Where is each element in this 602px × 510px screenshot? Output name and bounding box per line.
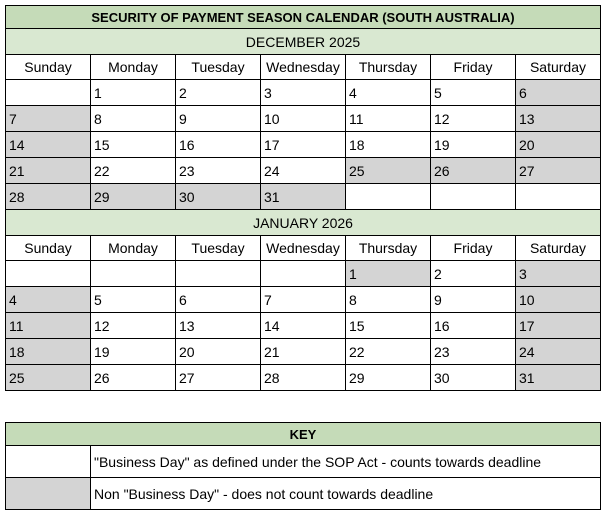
day-cell: 7 <box>260 286 346 313</box>
day-cell: 4 <box>345 79 431 106</box>
day-cell <box>5 79 91 106</box>
day-cell: 27 <box>175 364 261 391</box>
day-cell <box>430 183 516 210</box>
day-cell: 6 <box>515 79 601 106</box>
day-cell: 11 <box>5 312 91 339</box>
day-cell: 17 <box>515 312 601 339</box>
day-cell: 26 <box>430 157 516 184</box>
day-cell: 7 <box>5 105 91 132</box>
day-cell: 8 <box>90 105 176 132</box>
day-cell: 20 <box>515 131 601 158</box>
day-cell: 2 <box>175 79 261 106</box>
day-cell: 16 <box>175 131 261 158</box>
key-swatch <box>5 445 91 478</box>
day-cell <box>5 260 91 287</box>
day-cell: 24 <box>515 338 601 365</box>
day-cell: 31 <box>260 183 346 210</box>
key-text: "Business Day" as defined under the SOP … <box>90 445 601 478</box>
day-cell: 10 <box>260 105 346 132</box>
day-cell: 18 <box>5 338 91 365</box>
day-cell: 1 <box>345 260 431 287</box>
day-cell: 23 <box>175 157 261 184</box>
day-cell: 2 <box>430 260 516 287</box>
day-cell: 12 <box>90 312 176 339</box>
weekday-header: Sunday <box>5 235 91 261</box>
day-cell: 22 <box>90 157 176 184</box>
day-cell: 21 <box>5 157 91 184</box>
day-cell: 8 <box>345 286 431 313</box>
key-text: Non "Business Day" - does not count towa… <box>90 477 601 510</box>
weekday-header: Saturday <box>515 235 601 261</box>
day-cell: 20 <box>175 338 261 365</box>
day-cell: 25 <box>345 157 431 184</box>
day-cell: 6 <box>175 286 261 313</box>
weekday-header: Sunday <box>5 54 91 80</box>
day-cell: 14 <box>260 312 346 339</box>
calendar-title: SECURITY OF PAYMENT SEASON CALENDAR (SOU… <box>5 5 601 29</box>
weekday-header: Wednesday <box>260 235 346 261</box>
weekday-header: Friday <box>430 54 516 80</box>
day-cell: 30 <box>175 183 261 210</box>
weekday-header: Monday <box>90 54 176 80</box>
weekday-header: Friday <box>430 235 516 261</box>
day-cell: 29 <box>345 364 431 391</box>
day-cell: 15 <box>90 131 176 158</box>
day-cell: 12 <box>430 105 516 132</box>
day-cell: 19 <box>90 338 176 365</box>
day-cell: 25 <box>5 364 91 391</box>
weekday-header: Saturday <box>515 54 601 80</box>
weekday-header: Monday <box>90 235 176 261</box>
day-cell: 26 <box>90 364 176 391</box>
day-cell: 23 <box>430 338 516 365</box>
day-cell: 18 <box>345 131 431 158</box>
day-cell: 31 <box>515 364 601 391</box>
day-cell: 1 <box>90 79 176 106</box>
day-cell <box>515 183 601 210</box>
day-cell: 13 <box>175 312 261 339</box>
weekday-header: Wednesday <box>260 54 346 80</box>
day-cell: 22 <box>345 338 431 365</box>
day-cell: 13 <box>515 105 601 132</box>
day-cell: 16 <box>430 312 516 339</box>
day-cell: 15 <box>345 312 431 339</box>
day-cell: 11 <box>345 105 431 132</box>
day-cell: 3 <box>515 260 601 287</box>
day-cell: 10 <box>515 286 601 313</box>
day-cell: 9 <box>430 286 516 313</box>
day-cell: 9 <box>175 105 261 132</box>
weekday-header: Thursday <box>345 54 431 80</box>
day-cell: 3 <box>260 79 346 106</box>
weekday-header: Tuesday <box>175 54 261 80</box>
weekday-header: Thursday <box>345 235 431 261</box>
day-cell <box>260 260 346 287</box>
day-cell: 5 <box>430 79 516 106</box>
weekday-header: Tuesday <box>175 235 261 261</box>
day-cell: 27 <box>515 157 601 184</box>
month-header: DECEMBER 2025 <box>5 28 601 55</box>
day-cell: 4 <box>5 286 91 313</box>
day-cell: 28 <box>5 183 91 210</box>
day-cell: 14 <box>5 131 91 158</box>
day-cell: 30 <box>430 364 516 391</box>
day-cell: 21 <box>260 338 346 365</box>
key-swatch <box>5 477 91 510</box>
day-cell <box>345 183 431 210</box>
day-cell: 17 <box>260 131 346 158</box>
day-cell <box>175 260 261 287</box>
day-cell <box>90 260 176 287</box>
month-header: JANUARY 2026 <box>5 209 601 236</box>
day-cell: 19 <box>430 131 516 158</box>
day-cell: 24 <box>260 157 346 184</box>
day-cell: 28 <box>260 364 346 391</box>
key-title: KEY <box>5 422 601 446</box>
day-cell: 29 <box>90 183 176 210</box>
day-cell: 5 <box>90 286 176 313</box>
